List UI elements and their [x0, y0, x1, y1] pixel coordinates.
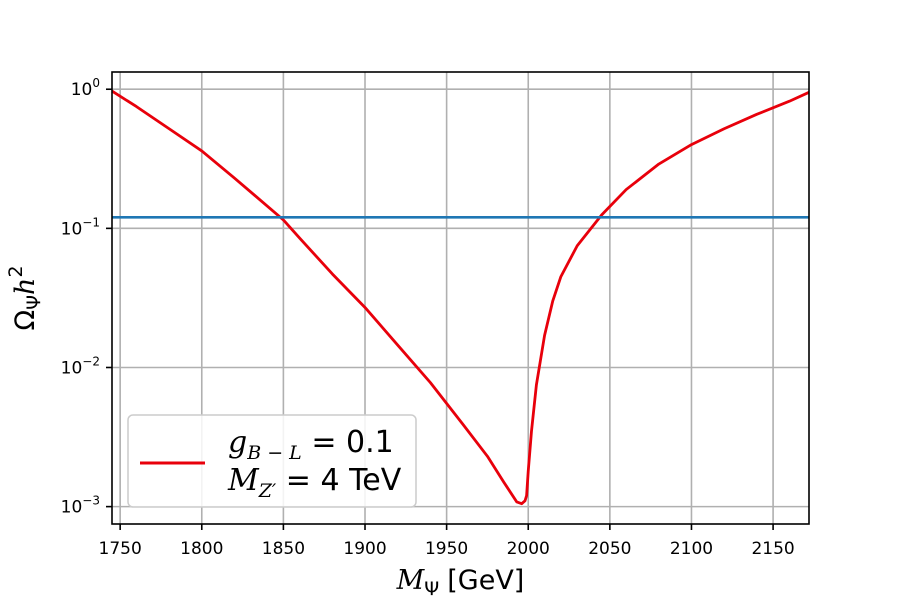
legend-entry-line2: MZ′ = 4 TeV [227, 463, 402, 502]
legend-entry-line1: gB − L = 0.1 [228, 425, 394, 464]
grid-lines [112, 72, 809, 524]
x-tick-label: 1850 [262, 539, 305, 559]
series-group [111, 89, 810, 506]
y-axis-label: ΩΨh2 [5, 265, 45, 330]
x-tick-label: 2050 [588, 539, 631, 559]
x-tick-label: 2100 [670, 539, 713, 559]
x-tick-label: 1950 [425, 539, 468, 559]
x-tick-label: 1750 [99, 539, 142, 559]
x-tick-label: 2150 [751, 539, 794, 559]
y-tick-label: 10−2 [61, 354, 100, 378]
y-tick-label: 10−1 [61, 215, 100, 239]
y-tick-label: 10−3 [61, 494, 100, 518]
legend: gB − L = 0.1 MZ′ = 4 TeV [127, 414, 417, 508]
x-axis-label: MΨ [GeV] [396, 565, 525, 600]
x-tick-label: 1900 [343, 539, 386, 559]
relic-density-curve [111, 89, 810, 506]
legend-box [127, 414, 417, 508]
plot-frame [111, 71, 810, 525]
tick-labels: 1750 1800 1850 1900 1950 2000 2050 2100 2150 100 1… [61, 76, 795, 559]
axis-ticks [106, 88, 774, 530]
y-tick-label: 100 [71, 76, 100, 100]
x-tick-label: 2000 [507, 539, 550, 559]
x-tick-label: 1800 [180, 539, 223, 559]
